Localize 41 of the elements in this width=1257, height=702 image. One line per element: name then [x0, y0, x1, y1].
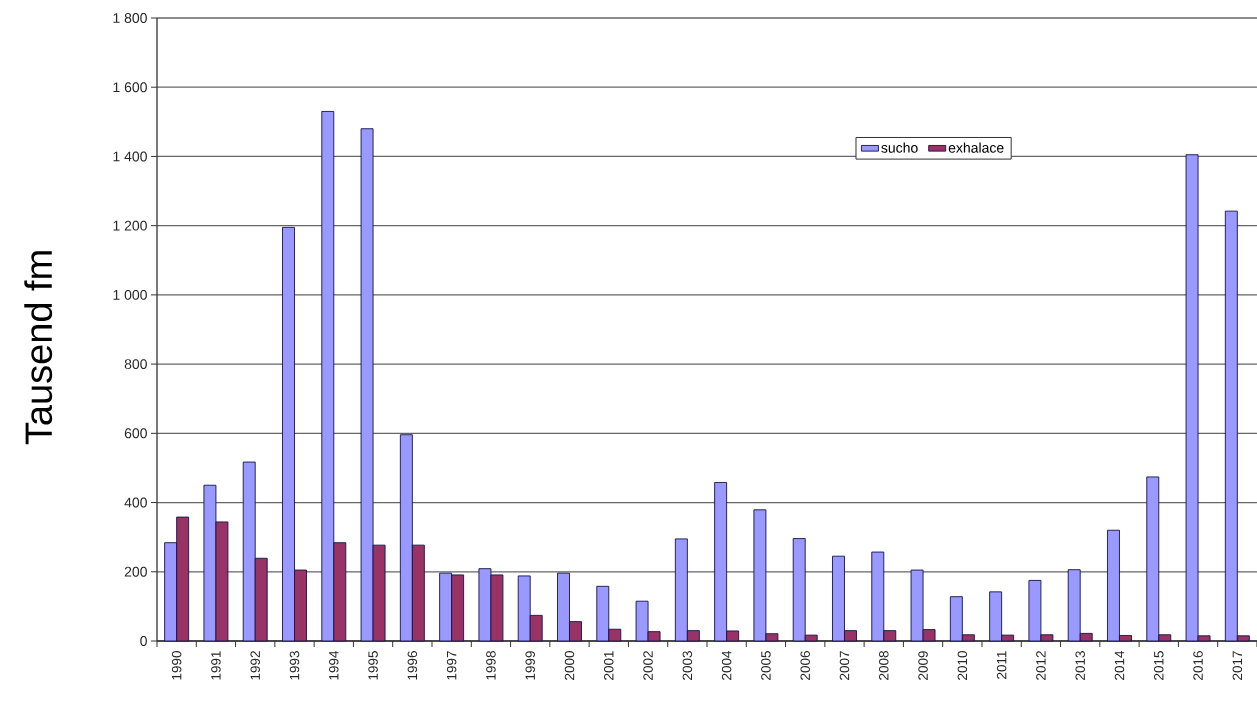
- x-tick-label: 1990: [171, 651, 182, 680]
- x-tick-label: 2001: [604, 651, 614, 680]
- x-tick-label: 2013: [1075, 651, 1085, 680]
- y-axis-title: Tausend fm: [24, 251, 53, 445]
- x-tick-label: 2008: [879, 651, 889, 680]
- x-tick-label: 2000: [564, 651, 575, 680]
- x-tick-label: 1991: [211, 651, 221, 680]
- x-tick-label: 2010: [957, 651, 968, 680]
- y-tick-label: 400: [124, 497, 147, 508]
- x-tick-label: 2003: [682, 651, 693, 680]
- x-tick-label: 1998: [486, 651, 496, 680]
- x-tick-label: 2015: [1153, 651, 1164, 680]
- x-tick-label: 2006: [800, 651, 810, 680]
- y-tick-label: 1 000: [113, 289, 147, 300]
- x-tick-label: 2014: [1114, 650, 1125, 680]
- x-tick-label: 1997: [446, 651, 457, 680]
- y-tick-label: 1 200: [113, 220, 147, 231]
- x-tick-label: 2005: [761, 651, 771, 680]
- x-tick-label: 2004: [721, 650, 732, 680]
- legend-label: exhalace: [948, 142, 1004, 153]
- x-tick-label: 2012: [1036, 651, 1046, 680]
- x-tick-label: 1994: [329, 650, 339, 680]
- x-tick-label: 2007: [839, 651, 850, 680]
- x-tick-label: 1999: [525, 651, 535, 680]
- y-tick-label: 200: [124, 566, 147, 577]
- legend-label: sucho: [881, 142, 918, 153]
- x-tick-label: 1992: [250, 651, 260, 680]
- y-tick-label: 800: [124, 359, 147, 370]
- x-tick-label: 2016: [1193, 651, 1203, 680]
- x-tick-label: 2017: [1232, 651, 1243, 680]
- x-tick-label: 1996: [407, 651, 418, 680]
- x-tick-label: 2011: [996, 651, 1007, 679]
- y-tick-label: 1 800: [113, 13, 147, 23]
- y-tick-label: 0: [140, 636, 147, 646]
- x-tick-label: 1995: [368, 651, 378, 680]
- y-tick-label: 600: [124, 428, 147, 439]
- y-tick-label: 1 600: [113, 82, 147, 93]
- x-tick-label: 2009: [918, 651, 928, 680]
- x-tick-label: 1993: [289, 651, 300, 680]
- x-tick-label: 2002: [643, 651, 653, 680]
- y-tick-label: 1 400: [113, 151, 147, 162]
